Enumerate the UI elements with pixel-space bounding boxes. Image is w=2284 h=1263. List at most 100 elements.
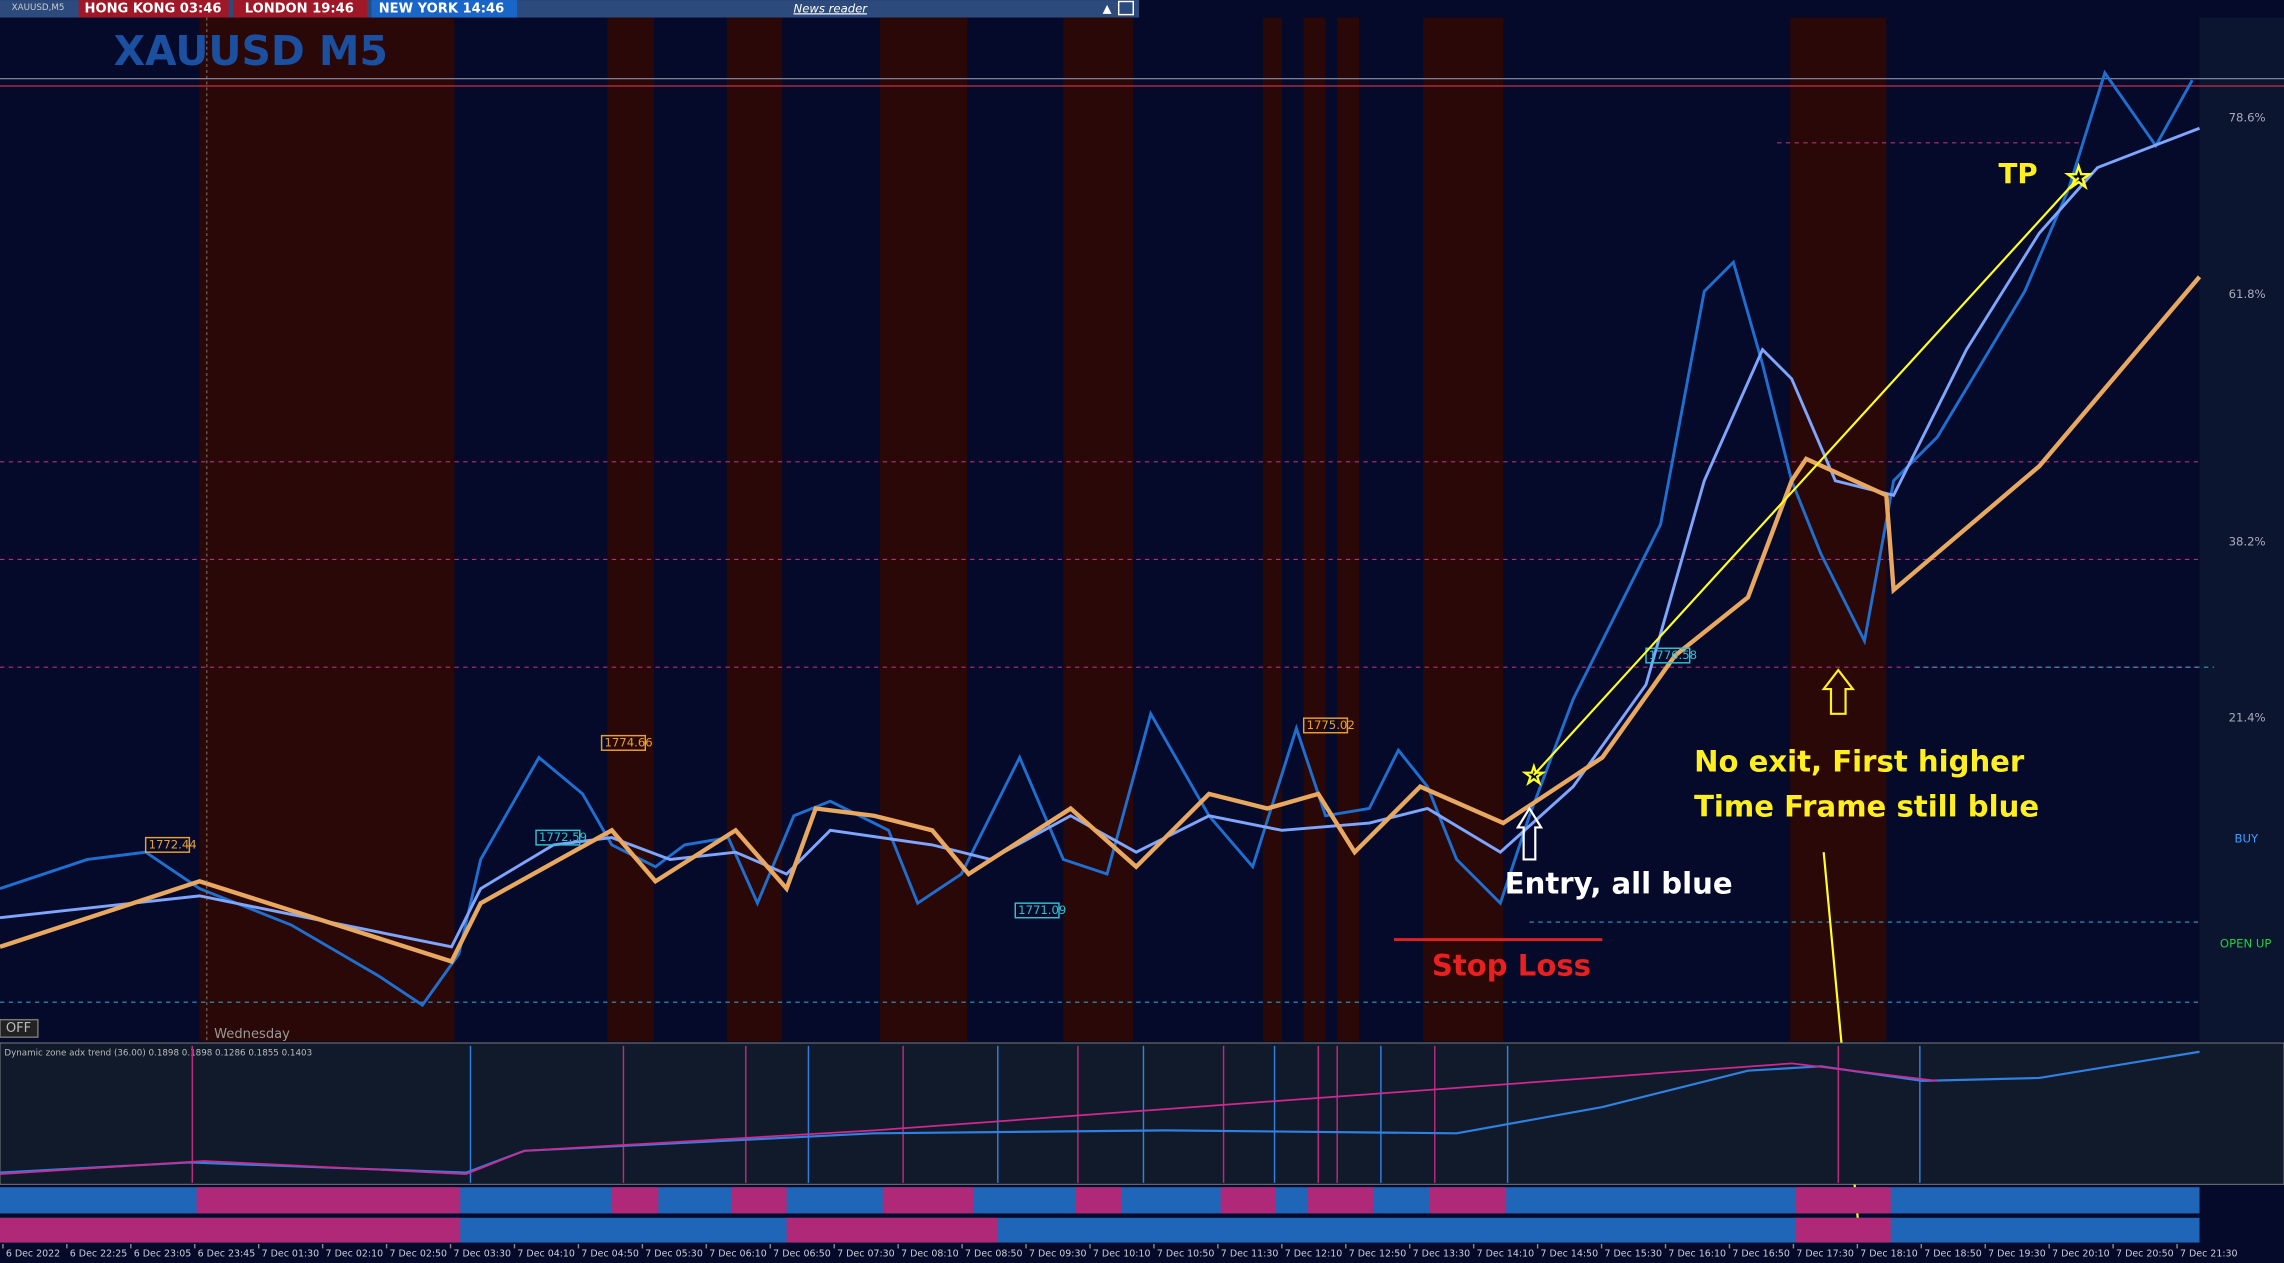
x-axis: 6 Dec 2022 6 Dec 22:25 6 Dec 23:05 6 Dec 23… (2, 1244, 2238, 1260)
price-box (1014, 902, 1060, 919)
day-label: Wednesday (214, 1027, 290, 1042)
trend-bar-red (0, 1217, 461, 1243)
collapse[interactable]: ▲ (1103, 1, 1112, 15)
x-tick-label: 7 Dec 11:30 (1221, 1249, 1279, 1260)
dashed-levels (0, 142, 2215, 1003)
price-label: 1771.09 (1018, 903, 1066, 917)
x-tick-label: 7 Dec 14:50 (1541, 1249, 1599, 1260)
trend-bar-red (1796, 1187, 1891, 1214)
x-tick-label: 7 Dec 02:50 (390, 1249, 448, 1260)
x-tick-label: 7 Dec 01:30 (262, 1249, 320, 1260)
level-label: 61.8% (2229, 287, 2266, 301)
hold-arrow (1821, 668, 1856, 715)
x-tick-label: 7 Dec 10:10 (1093, 1249, 1151, 1260)
trend-bar-red (1308, 1187, 1374, 1214)
price-label: 1775.02 (1307, 718, 1355, 732)
red-zone (1337, 17, 1360, 1042)
entry-arrow (1515, 806, 1544, 861)
clock: LONDON 19:46 (245, 1, 354, 16)
entry-star: ☆ (1522, 761, 1545, 791)
stop-loss-label: Stop Loss (1432, 948, 1591, 982)
trend-bar-red (731, 1187, 787, 1214)
x-tick-label: 7 Dec 19:30 (1988, 1249, 2046, 1260)
x-tick-label: 7 Dec 20:50 (2116, 1249, 2174, 1260)
trend-bar-red (1796, 1217, 1891, 1243)
news-reader[interactable]: News reader (793, 1, 868, 15)
red-zone (879, 17, 968, 1042)
off-label[interactable]: OFF (6, 1021, 31, 1036)
red-zone (199, 17, 455, 1042)
x-tick-label: 7 Dec 18:50 (1924, 1249, 1982, 1260)
x-tick-label: 7 Dec 04:50 (581, 1249, 639, 1260)
price-label: 1772.44 (149, 837, 197, 851)
x-tick-label: 7 Dec 16:50 (1732, 1249, 1790, 1260)
red-zone (1303, 17, 1326, 1042)
clock-box (78, 0, 229, 18)
x-tick-label: 7 Dec 14:10 (1477, 1249, 1535, 1260)
symbol: XAUUSD,M5 (12, 3, 65, 13)
x-tick-label: 7 Dec 09:30 (1029, 1249, 1087, 1260)
level-label: 21.4% (2229, 711, 2266, 725)
x-tick-label: 7 Dec 18:10 (1860, 1249, 1918, 1260)
clock-box (233, 0, 368, 18)
red-zone (607, 17, 655, 1042)
x-tick-label: 6 Dec 2022 (6, 1249, 60, 1260)
close[interactable] (1117, 0, 1134, 16)
clock: HONG KONG 03:46 (84, 1, 221, 16)
x-tick-label: 7 Dec 21:30 (2180, 1249, 2238, 1260)
x-tick-label: 7 Dec 15:30 (1604, 1249, 1662, 1260)
indicator-label: Dynamic zone adx trend (36.00) 0.1898 0.… (4, 1049, 312, 1059)
trend-bar-red (611, 1187, 659, 1214)
adx-line-2 (0, 1062, 1938, 1175)
off-button[interactable] (0, 1018, 39, 1038)
x-tick-label: 7 Dec 10:50 (1157, 1249, 1215, 1260)
trend-bar-red (1428, 1187, 1507, 1214)
red-zone (1063, 17, 1134, 1042)
x-tick-label: 7 Dec 06:10 (709, 1249, 767, 1260)
x-tick-label: 7 Dec 05:30 (645, 1249, 703, 1260)
trend-bar-red (882, 1187, 974, 1214)
price-label: 1772.59 (539, 830, 587, 844)
red-zone (726, 17, 783, 1042)
trend-bar-red (196, 1187, 461, 1214)
x-tick-label: 6 Dec 22:25 (70, 1249, 128, 1260)
red-zone (1790, 17, 1887, 1042)
clock: NEW YORK 14:46 (379, 1, 505, 16)
level-label: 38.2% (2229, 534, 2266, 548)
price-box (144, 836, 191, 853)
red-zones (199, 17, 1887, 1042)
trend-bar-red (786, 1217, 998, 1243)
right-panel (2199, 17, 2284, 1042)
trend-bar-red (1220, 1187, 1277, 1214)
x-tick-label: 7 Dec 16:10 (1668, 1249, 1726, 1260)
trade-line (1533, 177, 2080, 776)
x-tick-label: 7 Dec 08:10 (901, 1249, 959, 1260)
x-tick-label: 7 Dec 12:10 (1285, 1249, 1343, 1260)
price-labels: 1772.44 1774.66 1772.59 1771.09 1775.02 … (144, 647, 1697, 919)
x-tick-label: 6 Dec 23:05 (134, 1249, 192, 1260)
x-tick-label: 7 Dec 03:30 (453, 1249, 511, 1260)
level-label: 78.6% (2229, 111, 2266, 125)
red-zone (1423, 17, 1504, 1042)
indicator-panel (0, 1042, 2284, 1185)
x-tick-label: 7 Dec 07:30 (837, 1249, 895, 1260)
x-tick-label: 7 Dec 17:30 (1796, 1249, 1854, 1260)
entry-label: Entry, all blue (1505, 867, 1733, 901)
red-zone (1262, 17, 1282, 1042)
note: Time Frame still blue (1694, 789, 2039, 823)
price-label: 1776.58 (1649, 648, 1697, 662)
chart-title: XAUUSD M5 (114, 27, 388, 75)
trend-bars (0, 1187, 2200, 1243)
trend-band (0, 275, 2202, 965)
price-box (535, 829, 581, 846)
x-tick-label: 7 Dec 06:50 (773, 1249, 831, 1260)
clock-box (371, 0, 518, 18)
x-tick-label: 7 Dec 04:10 (517, 1249, 575, 1260)
trend-bar-red (1074, 1187, 1122, 1214)
price-box (1302, 717, 1349, 734)
x-tick-label: 7 Dec 20:10 (2052, 1249, 2110, 1260)
x-tick-label: 7 Dec 13:30 (1413, 1249, 1471, 1260)
x-tick-label: 7 Dec 02:10 (326, 1249, 384, 1260)
